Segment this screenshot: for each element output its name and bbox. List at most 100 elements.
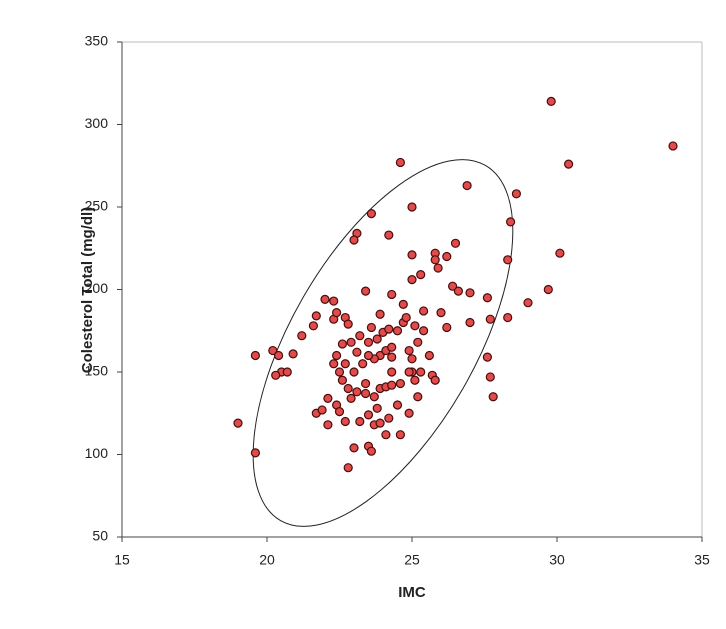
point bbox=[462, 180, 472, 191]
point bbox=[361, 388, 371, 399]
point bbox=[346, 337, 356, 347]
point bbox=[392, 326, 403, 336]
point bbox=[274, 350, 284, 361]
point bbox=[375, 418, 385, 428]
x-tick-label: 15 bbox=[114, 552, 130, 568]
point bbox=[485, 372, 495, 382]
point bbox=[488, 392, 498, 402]
point bbox=[361, 378, 371, 389]
point bbox=[482, 293, 492, 303]
point bbox=[387, 289, 397, 300]
x-tick-label: 30 bbox=[549, 552, 565, 568]
point bbox=[395, 378, 405, 389]
point bbox=[384, 230, 394, 240]
point bbox=[355, 331, 365, 341]
point bbox=[366, 209, 376, 219]
point bbox=[407, 202, 417, 212]
point bbox=[404, 408, 414, 418]
point bbox=[450, 238, 461, 248]
point bbox=[555, 248, 565, 258]
point bbox=[250, 448, 260, 458]
point bbox=[404, 345, 414, 356]
point bbox=[503, 312, 513, 323]
point bbox=[334, 407, 345, 417]
point bbox=[442, 251, 452, 262]
point bbox=[485, 314, 495, 324]
point bbox=[453, 286, 463, 296]
point bbox=[543, 284, 553, 295]
y-tick-label: 150 bbox=[85, 363, 109, 379]
point bbox=[413, 392, 423, 402]
x-tick-label: 35 bbox=[694, 552, 710, 568]
point bbox=[358, 359, 368, 369]
point bbox=[433, 263, 443, 273]
point bbox=[482, 352, 492, 362]
point bbox=[311, 311, 321, 321]
point bbox=[419, 306, 429, 316]
point bbox=[297, 331, 307, 341]
point bbox=[329, 359, 339, 369]
point bbox=[349, 235, 359, 245]
point bbox=[511, 189, 522, 199]
point bbox=[563, 159, 574, 169]
point bbox=[410, 321, 420, 331]
point bbox=[407, 275, 417, 285]
point bbox=[395, 430, 405, 440]
x-tick-label: 25 bbox=[404, 552, 420, 568]
point bbox=[404, 367, 414, 377]
point bbox=[448, 281, 458, 291]
point bbox=[436, 308, 446, 318]
point bbox=[366, 322, 376, 333]
y-tick-label: 200 bbox=[85, 280, 109, 296]
point bbox=[384, 413, 394, 423]
point bbox=[384, 324, 394, 334]
point bbox=[375, 309, 385, 319]
point bbox=[363, 350, 374, 361]
point bbox=[323, 420, 333, 430]
point bbox=[343, 319, 353, 329]
y-tick-label: 100 bbox=[85, 445, 109, 461]
point bbox=[268, 345, 278, 356]
point bbox=[332, 308, 342, 318]
point bbox=[337, 339, 347, 349]
point bbox=[381, 430, 391, 440]
x-tick-label: 20 bbox=[259, 552, 275, 568]
point bbox=[332, 350, 342, 361]
ellipse bbox=[252, 159, 514, 527]
point bbox=[372, 403, 382, 413]
y-tick-label: 350 bbox=[85, 33, 109, 49]
point bbox=[340, 359, 350, 369]
point bbox=[355, 416, 365, 427]
x-axis-title: IMC bbox=[398, 584, 426, 601]
point bbox=[416, 367, 426, 377]
point bbox=[282, 367, 292, 377]
point bbox=[523, 298, 533, 308]
y-axis-title: Colesterol Total (mg/dl) bbox=[79, 207, 96, 373]
point bbox=[401, 312, 411, 323]
point bbox=[506, 217, 516, 227]
point bbox=[361, 286, 371, 296]
point bbox=[250, 350, 260, 361]
point bbox=[340, 416, 350, 427]
point bbox=[430, 255, 440, 265]
point bbox=[387, 342, 397, 352]
point bbox=[419, 326, 429, 336]
point bbox=[363, 410, 374, 420]
point bbox=[410, 375, 420, 385]
point bbox=[352, 347, 362, 357]
point bbox=[372, 334, 382, 344]
point bbox=[407, 250, 417, 260]
point bbox=[668, 141, 678, 151]
point bbox=[398, 299, 408, 309]
point bbox=[424, 350, 434, 361]
point bbox=[323, 393, 333, 403]
point bbox=[352, 387, 362, 397]
point bbox=[387, 367, 397, 377]
point bbox=[346, 393, 356, 403]
point bbox=[349, 367, 359, 377]
point bbox=[503, 255, 513, 265]
point bbox=[416, 270, 426, 280]
point bbox=[334, 367, 345, 377]
point bbox=[343, 383, 353, 394]
